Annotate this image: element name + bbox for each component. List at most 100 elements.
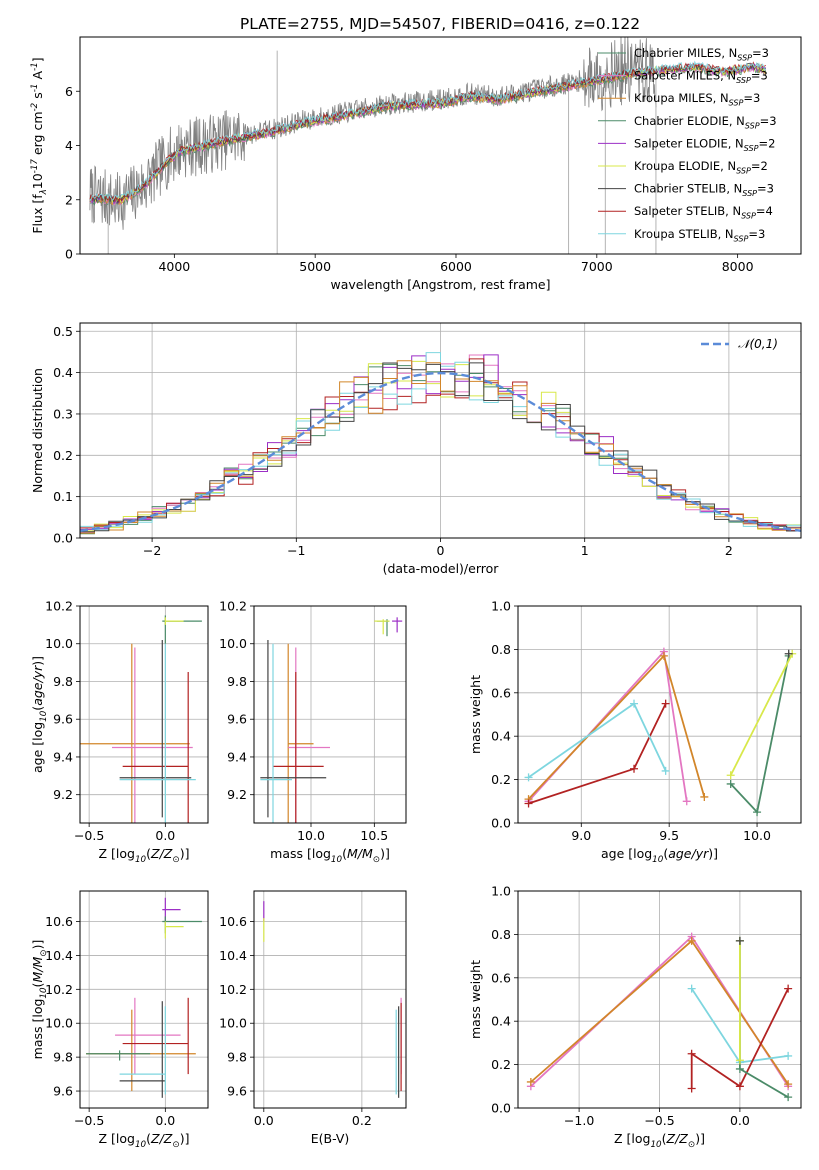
y-tick-label: 0	[65, 247, 73, 262]
weight_vs_Z-panel: −1.0 −0.5 0.0 0.0 0.2 0.4 0.6 0.8 1.0 Z [log10(Z/…	[468, 884, 802, 1150]
weight-marker	[661, 699, 670, 708]
axes-frame	[79, 890, 209, 1109]
y-tick-label: 10.2	[45, 982, 73, 997]
weight-series-line	[690, 988, 789, 1089]
y-tick-label: 0.2	[53, 448, 73, 463]
errorbar-point	[122, 672, 189, 823]
plot-area	[86, 897, 202, 1098]
y-tick-label: 0.4	[491, 1014, 511, 1029]
y-tick-label: 9.8	[227, 1050, 247, 1065]
legend-label: 𝒩(0,1)	[738, 337, 778, 351]
weight-marker	[784, 1080, 793, 1089]
plot-area	[80, 352, 801, 535]
histogram-step	[80, 362, 801, 533]
weight_vs_age-panel: 9.0 9.5 10.0 0.0 0.2 0.4 0.6 0.8 1.0 age [log10(a…	[468, 599, 802, 865]
x-axis-label: (data-model)/error	[383, 561, 500, 576]
x-tick-label: 0.0	[155, 1113, 175, 1128]
errorbar-point	[273, 672, 324, 823]
errorbar-point	[392, 617, 403, 633]
y-tick-label: 9.6	[227, 712, 247, 727]
axes-frame	[253, 605, 407, 824]
y-tick-label: 9.8	[53, 674, 73, 689]
figure-title: PLATE=2755, MJD=54507, FIBERID=0416, z=0…	[240, 15, 640, 33]
x-tick-label: 0.0	[730, 1113, 750, 1128]
errorbar-point	[122, 997, 189, 1075]
y-axis-label: mass weight	[468, 675, 483, 754]
x-tick-label: 5000	[299, 259, 331, 274]
axes-frame	[253, 890, 407, 1109]
x-tick-label: 0.0	[254, 1113, 274, 1128]
y-tick-label: 9.4	[227, 749, 247, 764]
weight-marker	[784, 1093, 793, 1102]
weight-marker	[735, 1082, 744, 1091]
errorbar-point	[288, 647, 330, 823]
y-tick-label: 0.2	[491, 1057, 511, 1072]
spectrum-panel: 4000 5000 6000 7000 8000 0 2 4 6 wavelength [Angs…	[30, 36, 802, 292]
weight-marker	[659, 651, 668, 660]
x-tick-label: −0.5	[644, 1113, 674, 1128]
plot-area	[526, 932, 793, 1102]
mass_vs_ebv-panel: 0.0 0.2 9.6 9.8 10.0 10.2 10.4 10.6 E(B-V)	[219, 890, 407, 1146]
legend-label: Chabrier ELODIE, NSSP=3	[634, 114, 777, 130]
y-tick-label: 0.6	[491, 685, 511, 700]
x-tick-label: 6000	[440, 259, 472, 274]
errorbar-point	[86, 1050, 151, 1061]
weight-marker	[735, 936, 744, 945]
histogram-step	[80, 360, 801, 534]
y-tick-label: 10.2	[219, 982, 247, 997]
plot-area	[89, 37, 767, 254]
weight-marker	[726, 779, 735, 788]
y-axis-label: Flux [fλ10-17 erg cm-2 s-1 A-1]	[30, 57, 49, 233]
legend-label: Kroupa STELIB, NSSP=3	[634, 227, 765, 243]
x-axis-label: Z [log10(Z/Z⊙)]	[99, 1131, 190, 1150]
errorbar-point	[119, 1006, 166, 1095]
histogram-step	[80, 352, 801, 531]
x-axis-label: Z [log10(Z/Z⊙)]	[614, 1131, 705, 1150]
errorbar-point	[260, 643, 292, 823]
x-tick-label: 10.0	[743, 828, 771, 843]
weight-series-line	[527, 702, 667, 779]
age_vs_mass-panel: 10.0 10.5 9.2 9.4 9.6 9.8 10.0 10.2 mass [log10(…	[219, 599, 407, 865]
weight-series-line	[527, 649, 688, 802]
plot-area	[524, 647, 797, 817]
weight-series-line	[527, 654, 706, 800]
y-tick-label: 6	[65, 84, 73, 99]
errorbar-point	[164, 921, 184, 939]
legend-label: Kroupa ELODIE, NSSP=2	[634, 159, 768, 175]
weight-marker	[784, 1051, 793, 1060]
x-tick-label: 8000	[722, 259, 754, 274]
y-tick-label: 10.0	[219, 1016, 247, 1031]
errorbar-point	[115, 997, 181, 1075]
y-tick-label: 9.6	[53, 712, 73, 727]
weight-marker	[784, 649, 793, 658]
y-tick-label: 0.4	[491, 729, 511, 744]
y-tick-label: 10.0	[45, 636, 73, 651]
y-tick-label: 0.0	[491, 1101, 511, 1116]
residual_hist-panel: −2 −1 0 1 2 0.0 0.1 0.2 0.3 0.4 0.5 (data-model)/er…	[30, 322, 802, 576]
y-tick-label: 0.6	[491, 970, 511, 985]
age_vs_Z-panel: −0.5 0.0 9.2 9.4 9.6 9.8 10.0 10.2 Z [log10(Z/Z⊙…	[30, 599, 209, 865]
legend-label: Salpeter MILES, NSSP=3	[634, 69, 768, 85]
axes-frame	[79, 36, 802, 255]
x-tick-label: 9.0	[571, 828, 591, 843]
y-tick-label: 10.0	[219, 636, 247, 651]
weight-marker	[735, 1056, 744, 1065]
x-tick-label: 2	[725, 543, 733, 558]
axes-frame	[517, 605, 802, 824]
y-tick-label: 9.8	[53, 1050, 73, 1065]
errorbar-point	[162, 615, 202, 644]
model-line	[89, 60, 767, 202]
y-tick-label: 0.5	[53, 324, 73, 339]
weight-marker	[753, 808, 762, 817]
weight-marker	[784, 984, 793, 993]
y-tick-label: 0.4	[53, 365, 73, 380]
weight-marker	[700, 792, 709, 801]
y-tick-label: 9.8	[227, 674, 247, 689]
x-tick-label: 0.2	[352, 1113, 372, 1128]
x-tick-label: 0	[437, 543, 445, 558]
y-tick-label: 9.6	[53, 1084, 73, 1099]
weight-marker	[661, 766, 670, 775]
y-tick-label: 4	[65, 138, 73, 153]
weight-marker	[687, 984, 696, 993]
errorbar-point	[119, 639, 192, 818]
